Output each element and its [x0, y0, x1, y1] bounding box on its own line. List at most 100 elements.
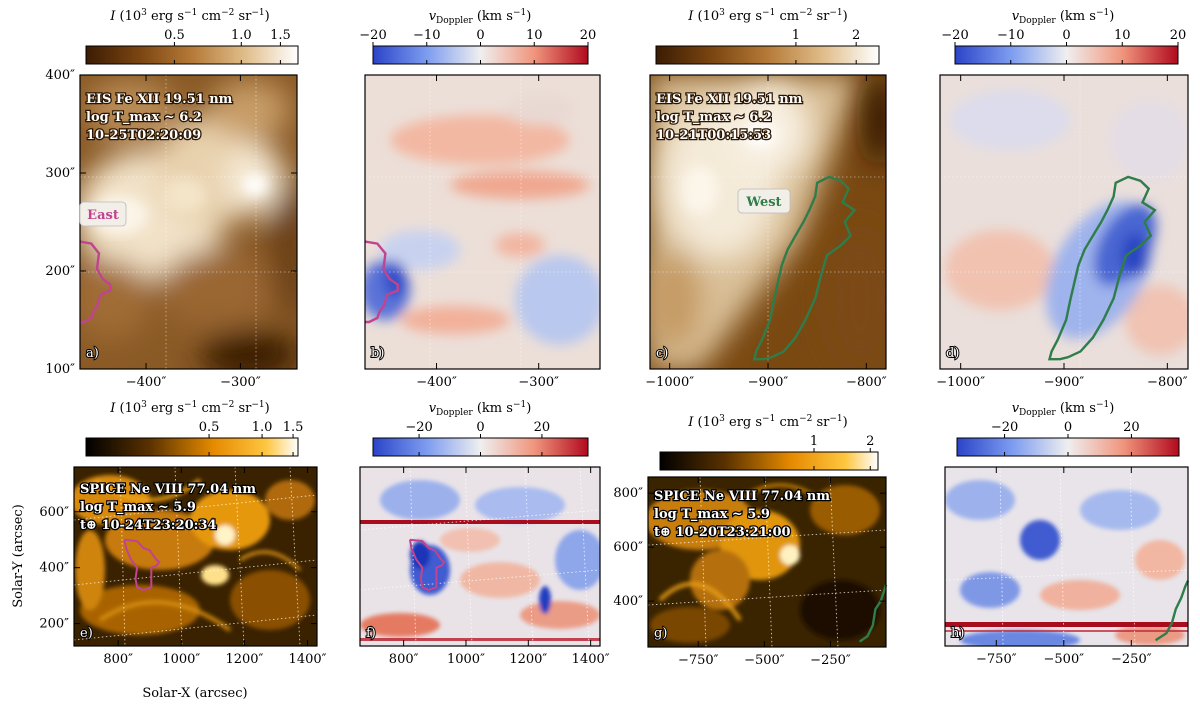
colorbar-f-ticks: −20 0 20	[405, 420, 550, 456]
xtick-label: 1400″	[289, 652, 327, 667]
panel-g-annotation: SPICE Ne VIII 77.04 nm log T_max ~ 5.9 t…	[653, 488, 832, 542]
panel-d-image	[940, 75, 1188, 369]
colorbar-c-label: I (103 erg s−1 cm−2 sr−1)	[687, 8, 848, 24]
colorbar-tick-label: 20	[1123, 420, 1140, 435]
panel-c-ann-line1: EIS Fe XII 19.51 nm	[656, 92, 803, 107]
xtick-label: 1200″	[509, 652, 547, 667]
panel-c-region-west: West	[745, 195, 781, 210]
panel-e-axes: 800″ 1000″ 1200″ 1400″ 200″ 400″ 600″	[39, 467, 327, 667]
colorbar-tick-label: 1.5	[270, 28, 291, 43]
panel-h-contour-west	[1154, 580, 1190, 642]
panel-b-image	[365, 75, 600, 369]
colorbar-d-label: vDoppler (km s−1)	[1012, 8, 1115, 26]
xtick-label: −900″	[748, 375, 789, 390]
panel-h-axes: −750″ −500″ −250″	[976, 467, 1152, 667]
xtick-label: −300″	[518, 375, 559, 390]
panel-e: 800″ 1000″ 1200″ 1400″ 200″ 400″ 600″ SPICE Ne…	[11, 466, 327, 701]
colorbar-e-ticks: 0.5 1.0 1.5	[199, 420, 303, 456]
panel-a-grid	[80, 75, 297, 369]
panel-g-frame	[647, 476, 887, 648]
panel-b-grid	[365, 75, 600, 369]
panel-a-annotation: EIS Fe XII 19.51 nm log T_max ~ 6.2 10-2…	[85, 91, 234, 145]
colorbar-h-ticks: −20 0 20	[991, 420, 1140, 456]
panel-f-frame	[359, 466, 601, 647]
ytick-label: 400″	[613, 594, 643, 609]
xtick-label: −500″	[1044, 652, 1085, 667]
xtick-label: 1000″	[447, 652, 485, 667]
panel-h-grid	[944, 466, 1189, 647]
xtick-label: −400″	[126, 375, 167, 390]
panel-g: −750″ −500″ −250″ 400″ 600″ 800″ SPICE Ne VII…	[613, 476, 888, 668]
colorbar-b-ticks: −20 −10 0 10 20	[359, 28, 596, 64]
panel-c-grid	[650, 75, 886, 369]
panel-g-letter: g)	[654, 626, 667, 641]
xtick-label: 1200″	[225, 652, 263, 667]
xtick-label: −900″	[1044, 375, 1085, 390]
panel-d-grid	[940, 75, 1188, 369]
xtick-label: −300″	[220, 375, 261, 390]
ytick-label: 100″	[45, 362, 75, 377]
panel-g-ann-line2: log T_max ~ 5.9	[654, 507, 770, 522]
panel-b-axes: −400″ −300″	[416, 75, 559, 390]
xtick-label: −800″	[846, 375, 887, 390]
panel-g-grid	[647, 476, 887, 648]
panel-c-axes: −1000″ −900″ −800″	[645, 75, 887, 390]
colorbar-tick-label: 2	[852, 28, 860, 43]
colorbar-tick-label: −20	[991, 420, 1018, 435]
panel-b: −400″ −300″ b)	[364, 74, 601, 390]
colorbar-tick-label: −10	[997, 28, 1024, 43]
panel-f-grid	[359, 466, 601, 647]
panel-e-ann-line1: SPICE Ne VIII 77.04 nm	[80, 482, 256, 497]
colorbar-c: I (103 erg s−1 cm−2 sr−1) 1 2	[655, 8, 880, 65]
ytick-label: 400″	[39, 561, 69, 576]
xtick-label: −1000″	[936, 375, 985, 390]
colorbar-tick-label: 1	[792, 28, 800, 43]
panel-h-letter: h)	[951, 626, 964, 641]
xtick-label: −500″	[744, 653, 785, 668]
ytick-label: 200″	[45, 264, 75, 279]
ytick-label: 400″	[45, 68, 75, 83]
panel-a-contour-east	[79, 240, 112, 324]
panel-g-axes: −750″ −500″ −250″ 400″ 600″ 800″	[613, 477, 886, 668]
panel-e-letter: e)	[80, 626, 93, 641]
panel-e-frame	[73, 466, 318, 647]
colorbar-tick-label: −20	[359, 28, 386, 43]
colorbar-tick-label: 0.5	[199, 420, 220, 435]
colorbar-tick-label: 20	[534, 420, 551, 435]
panel-h-image	[945, 467, 1188, 646]
panel-e-ann-line3: t⊕ 10-24T23:20:34	[80, 518, 217, 533]
panel-b-contour-east	[364, 240, 399, 324]
colorbar-a: I (103 erg s−1 cm−2 sr−1) 0.5 1.0 1.5	[85, 8, 299, 65]
colorbar-tick-label: −20	[405, 420, 432, 435]
colorbar-a-ticks: 0.5 1.0 1.5	[164, 28, 291, 64]
colorbar-g-label: I (103 erg s−1 cm−2 sr−1)	[687, 414, 848, 430]
colorbar-tick-label: 10	[1114, 28, 1131, 43]
colorbar-tick-label: −20	[941, 28, 968, 43]
panel-a-region-east: East	[87, 208, 119, 223]
panel-d-contour-west	[1047, 175, 1157, 361]
panel-c-image	[650, 75, 886, 369]
xtick-label: −750″	[976, 652, 1017, 667]
panel-a-letter: a)	[86, 346, 99, 361]
panel-c-ann-line2: log T_max ~ 6.2	[656, 110, 772, 125]
panel-a-ann-line1: EIS Fe XII 19.51 nm	[86, 92, 233, 107]
ytick-label: 800″	[613, 486, 643, 501]
panel-g-image	[648, 477, 886, 647]
panel-a: −400″ −300″ 100″ 200″ 300″ 400″ EIS Fe XII 19…	[45, 68, 298, 390]
panel-c-letter: c)	[656, 346, 668, 361]
ytick-label: 300″	[45, 166, 75, 181]
colorbar-f: vDoppler (km s−1) −20 0 20	[372, 400, 589, 457]
colorbar-tick-label: 0	[476, 28, 484, 43]
colorbar-tick-label: 1.0	[231, 28, 252, 43]
xtick-label: −800″	[1147, 375, 1188, 390]
panel-e-xlabel: Solar-X (arcsec)	[142, 686, 247, 701]
panel-f-axes: 800″ 1000″ 1200″ 1400″	[389, 467, 610, 667]
xtick-label: 800″	[389, 652, 419, 667]
colorbar-tick-label: 10	[526, 28, 543, 43]
colorbar-tick-label: 20	[1170, 28, 1187, 43]
panel-h: −750″ −500″ −250″ h)	[944, 466, 1190, 667]
panel-e-ann-line2: log T_max ~ 5.9	[80, 500, 196, 515]
panel-e-contour-east	[123, 538, 161, 592]
